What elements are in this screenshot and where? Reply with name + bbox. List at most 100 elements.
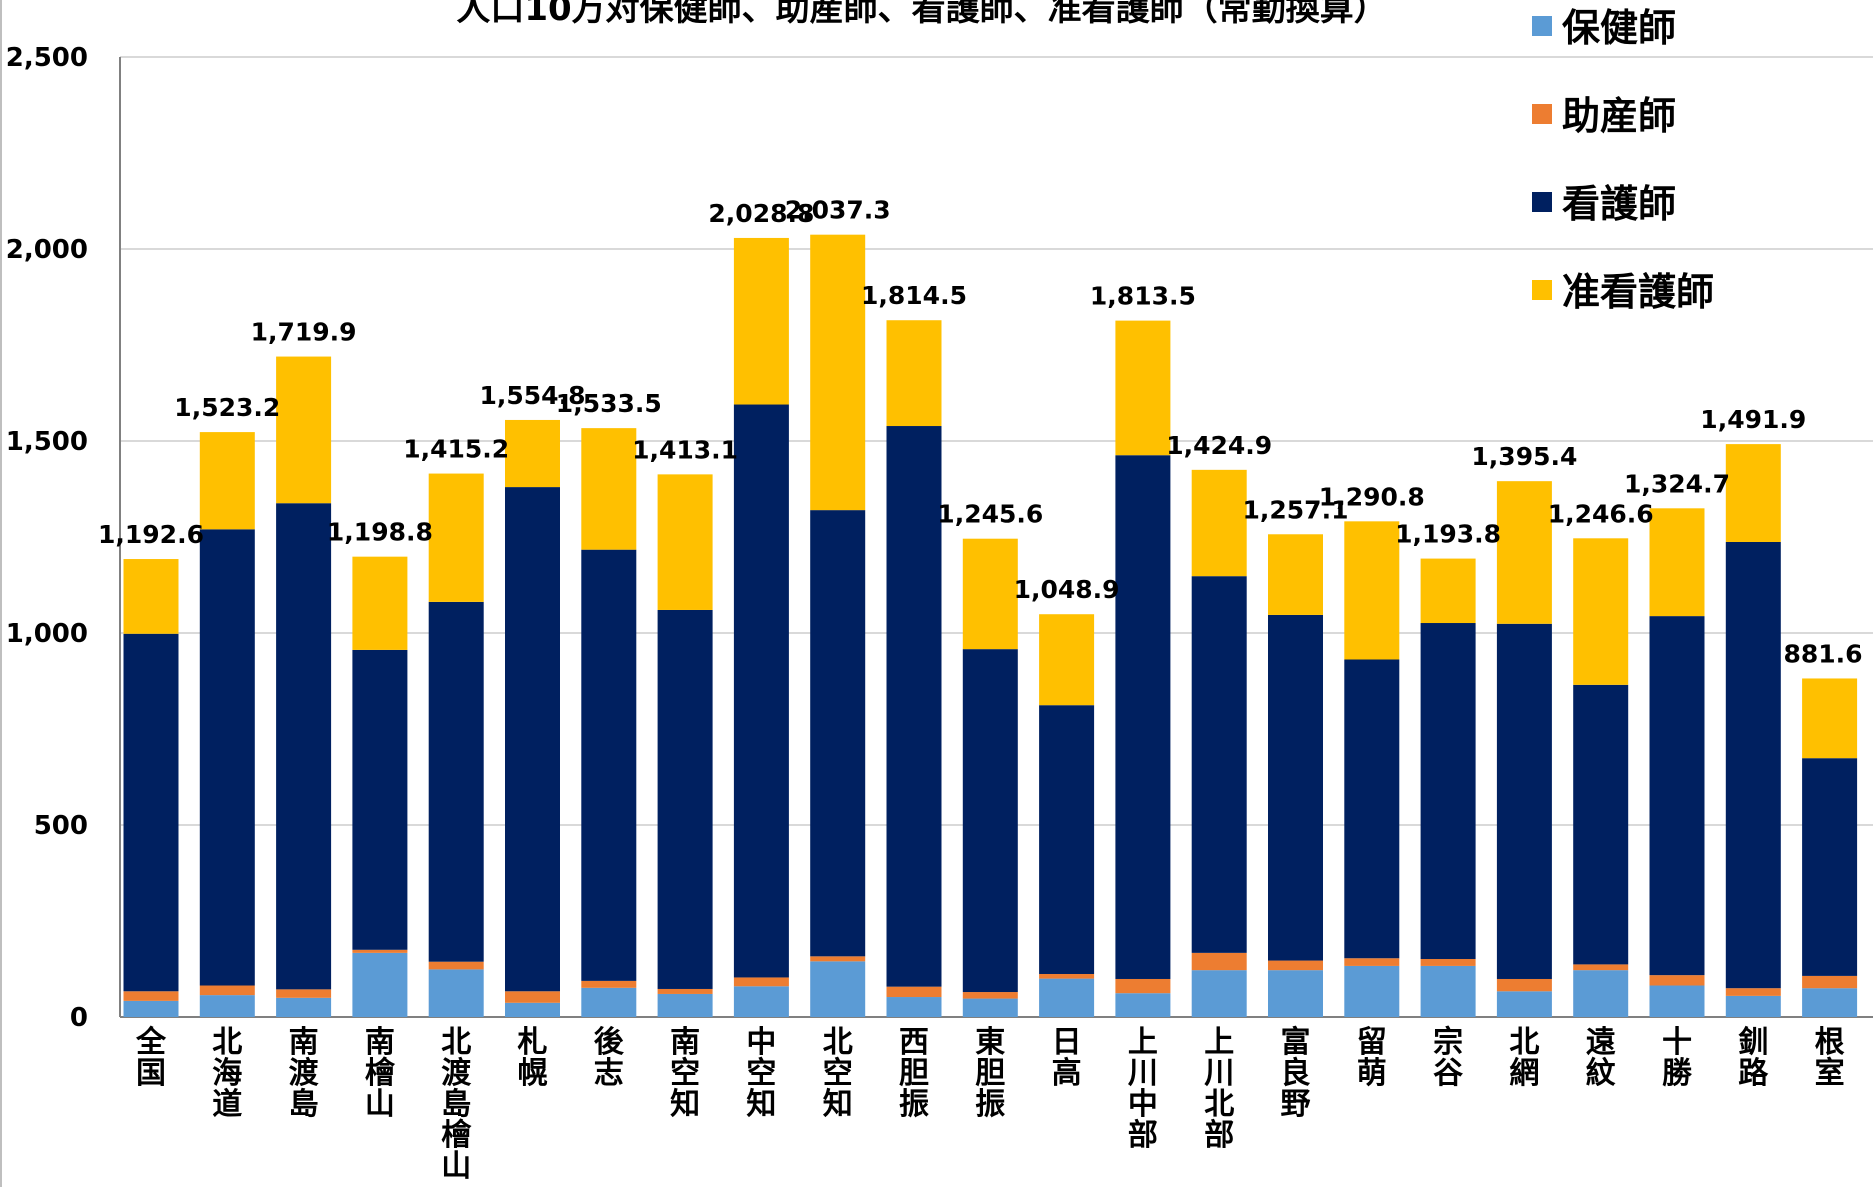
bar-segment [886,997,942,1017]
category-label-char: 振 [975,1087,1005,1122]
bar-segment [505,487,560,992]
bar-segment [1725,995,1781,1017]
bar-segment [1268,614,1323,961]
category-label-char: 上 [1128,1025,1158,1060]
total-label: 1,813.5 [1090,282,1196,311]
total-label: 1,491.9 [1700,405,1806,434]
category-label-char: 後 [594,1025,625,1060]
bar-segment [1496,623,1552,979]
bar-segment [810,510,866,957]
total-label: 1,719.9 [251,318,357,347]
bar-segment [1268,970,1323,1017]
bar-segment [581,549,637,981]
chart-title: 人口10万対保健師、助産師、看護師、准看護師（常勤換算） [456,0,1387,29]
bar-segment [1191,952,1247,971]
bar-segment [276,503,332,990]
category-label-char: 道 [212,1087,242,1122]
bar-segment [1725,541,1781,989]
category-label-char: 網 [1509,1056,1539,1091]
total-label: 1,415.2 [403,435,509,464]
category-label-char: 留 [1357,1025,1387,1060]
bar-segment [733,404,789,978]
bar-segment [886,426,942,987]
bar-segment [1802,758,1858,976]
bar-segment [352,556,408,650]
category-label-char: 空 [823,1056,853,1091]
bar-segment [276,356,332,504]
bar-segment [810,956,866,962]
category-label-char: 部 [1128,1118,1158,1153]
total-label: 1,245.6 [937,500,1043,529]
category-label-char: 北 [823,1025,853,1060]
bar-segment [428,961,484,970]
category-label-char: 知 [670,1087,700,1122]
category-label-char: 良 [1281,1056,1311,1091]
category-label-char: 根 [1815,1025,1845,1060]
bar-segment [962,649,1018,993]
category-label-char: 紋 [1586,1056,1616,1091]
category-label-char: 南 [670,1025,700,1060]
bar-segment [1191,469,1247,577]
bar-segment [1725,988,1781,996]
bar-segment [1649,616,1705,976]
bar-segment [1496,481,1552,624]
bar-segment [1344,965,1400,1017]
total-label: 2,028.8 [708,199,814,228]
category-label-char: 振 [899,1087,929,1122]
category-label-char: 島 [441,1087,471,1122]
legend-swatch [1532,104,1552,124]
bar-segment [123,991,179,1001]
category-label-char: 川 [1128,1056,1158,1091]
total-label: 1,424.9 [1166,431,1272,460]
bar-segment [657,988,713,994]
bar-segment [1420,623,1476,960]
bar-segment [1039,614,1095,706]
bar-segment [1649,508,1705,617]
bar-segment [199,995,255,1017]
category-label-char: 北 [1509,1025,1539,1060]
legend-swatch [1532,192,1552,212]
x-axis-categories: 全国北海道南渡島南檜山北渡島檜山札幌後志南空知中空知北空知西胆振東胆振日高上川中… [135,1025,1845,1184]
category-label-char: 部 [1204,1118,1234,1153]
bar-segment [733,986,789,1017]
y-tick-label: 1,500 [6,427,88,457]
bar-segment [1725,444,1781,542]
category-label-char: 北 [1204,1087,1234,1122]
category-label-char: 富 [1281,1025,1311,1060]
legend-label: 助産師 [1562,94,1676,138]
bar-segment [1496,991,1552,1017]
bar-segment [886,320,942,427]
bar-segment [123,559,179,634]
total-label: 1,814.5 [861,281,967,310]
category-label-char: 海 [212,1056,242,1091]
category-label-char: 南 [365,1025,395,1060]
category-label-char: 中 [746,1025,776,1060]
category-label-char: 遠 [1586,1025,1616,1060]
y-axis-ticks: 0 500 1,000 1,500 2,000 2,500 [6,43,88,1033]
category-label-char: 十 [1662,1025,1692,1060]
category-label-char: 北 [441,1025,471,1060]
bar-segment [810,961,866,1017]
y-tick-label: 1,000 [6,619,88,649]
bar-segment [1649,985,1705,1017]
y-tick-label: 0 [70,1003,88,1033]
category-label-char: 知 [823,1087,853,1122]
bar-segment [1573,964,1629,971]
bar-segment [352,949,408,953]
bar-segment [428,601,484,962]
y-tick-label: 500 [34,811,88,841]
category-label-char: 釧 [1738,1025,1768,1060]
category-label-char: 日 [1052,1025,1082,1060]
bar-segment [1420,965,1476,1017]
legend-swatch [1532,280,1552,300]
category-label-char: 知 [746,1087,776,1122]
bar-segment [657,609,713,989]
category-label-char: 胆 [975,1056,1005,1091]
bar-segment [962,998,1018,1017]
bar-segment [1420,959,1476,966]
category-label-char: 中 [1128,1087,1158,1122]
category-label-char: 檜 [365,1056,396,1091]
bar-segment [1802,975,1858,989]
